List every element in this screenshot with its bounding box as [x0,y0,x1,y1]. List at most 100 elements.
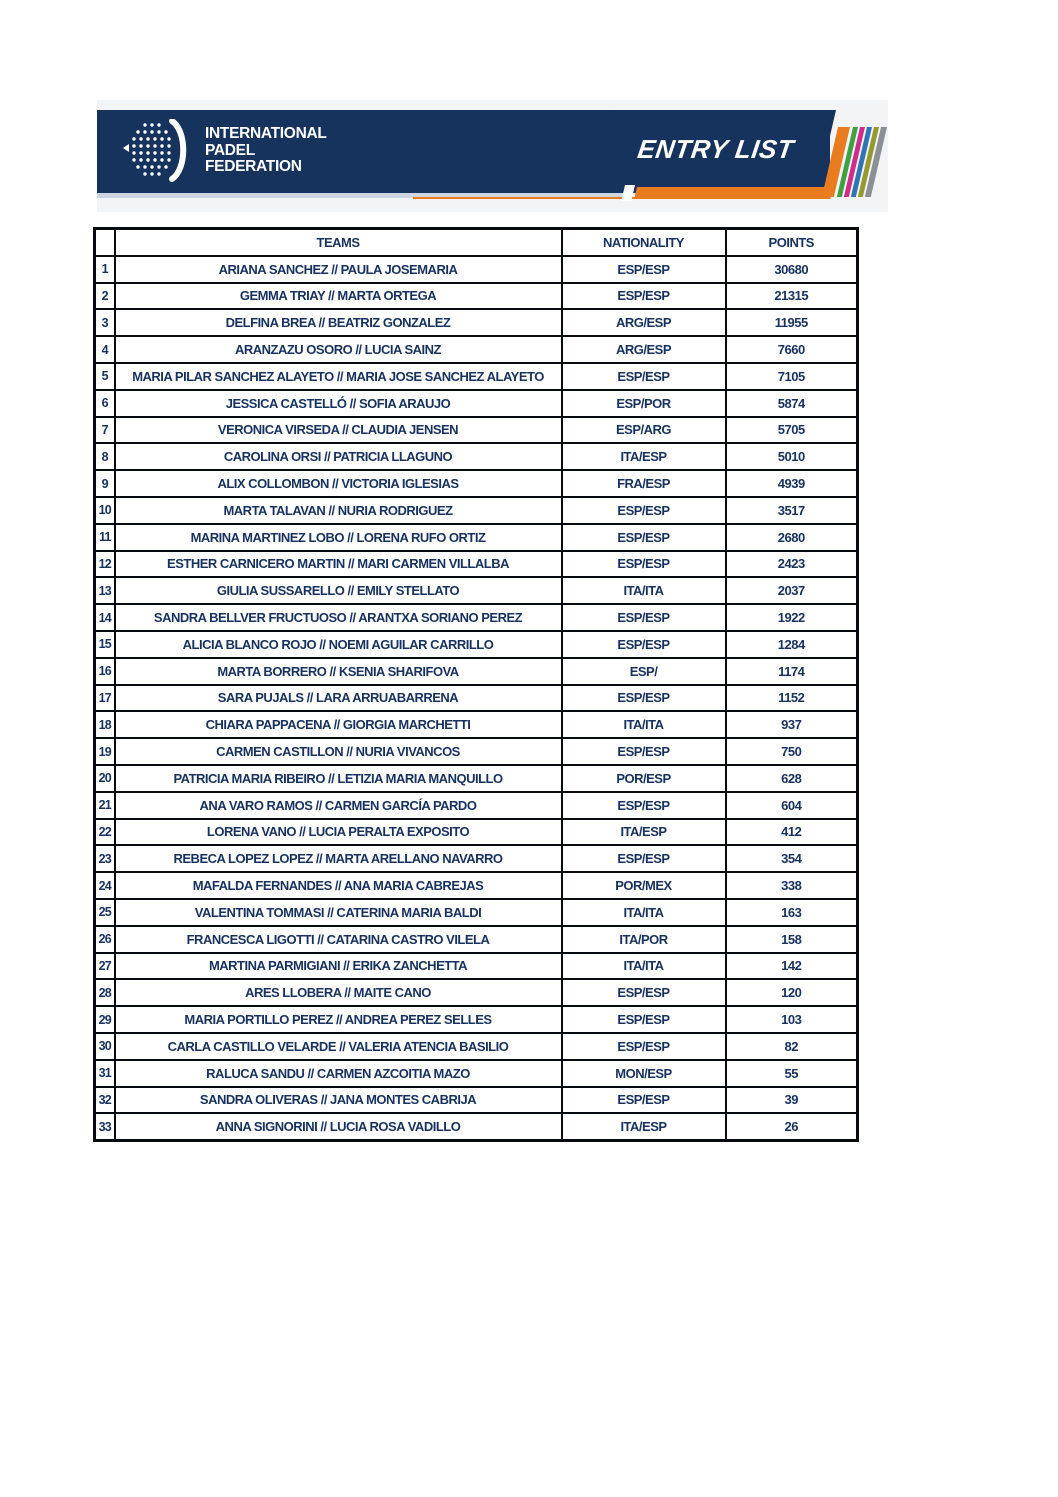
entry-list-title: ENTRY LIST [636,133,797,164]
nationality-cell: ESP/ESP [560,281,727,311]
table-row: 2 GEMMA TRIAY // MARTA ORTEGA ESP/ESP 21… [93,281,859,311]
rank-cell: 13 [93,576,116,606]
table-row: 13 GIULIA SUSSARELLO // EMILY STELLATO I… [93,576,859,606]
table-row: 17 SARA PUJALS // LARA ARRUABARRENA ESP/… [93,683,859,713]
team-cell: ESTHER CARNICERO MARTIN // MARI CARMEN V… [113,549,563,579]
rank-cell: 33 [93,1112,116,1142]
teams-column-header: TEAMS [113,227,563,257]
points-cell: 1174 [724,656,859,686]
points-column-header: POINTS [724,227,859,257]
table-row: 20 PATRICIA MARIA RIBEIRO // LETIZIA MAR… [93,763,859,793]
points-cell: 120 [724,978,859,1008]
rank-cell: 30 [93,1031,116,1061]
rank-cell: 32 [93,1085,116,1115]
points-cell: 412 [724,817,859,847]
nationality-cell: ESP/ESP [560,522,727,552]
table-row: 8 CAROLINA ORSI // PATRICIA LLAGUNO ITA/… [93,442,859,472]
table-row: 4 ARANZAZU OSORO // LUCIA SAINZ ARG/ESP … [93,335,859,364]
table-row: 5 MARIA PILAR SANCHEZ ALAYETO // MARIA J… [93,361,859,391]
team-cell: SANDRA BELLVER FRUCTUOSO // ARANTXA SORI… [113,603,563,632]
nationality-cell: ESP/ESP [560,978,727,1008]
points-cell: 937 [724,710,859,740]
team-cell: ARES LLOBERA // MAITE CANO [113,978,563,1008]
decor-orange-line [413,197,748,199]
decor-lightblue-strip [97,193,632,198]
points-cell: 1152 [724,683,859,713]
team-cell: FRANCESCA LIGOTTI // CATARINA CASTRO VIL… [113,924,563,954]
table-row: 26 FRANCESCA LIGOTTI // CATARINA CASTRO … [93,924,859,954]
nationality-cell: ESP/ESP [560,1031,727,1061]
team-cell: CAROLINA ORSI // PATRICIA LLAGUNO [113,442,563,472]
rank-cell: 3 [93,308,116,338]
nationality-cell: POR/ESP [560,763,727,793]
table-row: 18 CHIARA PAPPACENA // GIORGIA MARCHETTI… [93,710,859,740]
rank-cell: 22 [93,817,116,847]
nationality-cell: ESP/ESP [560,790,727,820]
nationality-cell: ESP/ESP [560,683,727,713]
team-cell: ANNA SIGNORINI // LUCIA ROSA VADILLO [113,1112,563,1142]
points-cell: 163 [724,897,859,927]
decor-orange-bar [634,187,833,199]
nationality-cell: ESP/ESP [560,629,727,659]
logo-text: International Padel Federation [205,125,327,176]
nationality-cell: POR/MEX [560,871,727,900]
points-cell: 103 [724,1005,859,1034]
table-row: 32 SANDRA OLIVERAS // JANA MONTES CABRIJ… [93,1085,859,1115]
entry-list-banner: ENTRY LIST [595,110,836,188]
rank-column-header [93,227,116,257]
ipf-logo: International Padel Federation [122,119,327,183]
team-cell: ARANZAZU OSORO // LUCIA SAINZ [113,335,563,364]
rank-cell: 17 [93,683,116,713]
rank-cell: 18 [93,710,116,740]
rank-cell: 24 [93,871,116,900]
nationality-cell: ESP/ESP [560,495,727,525]
nationality-cell: ITA/ESP [560,442,727,472]
team-cell: CHIARA PAPPACENA // GIORGIA MARCHETTI [113,710,563,740]
team-cell: JESSICA CASTELLÓ // SOFIA ARAUJO [113,388,563,418]
rank-cell: 27 [93,951,116,981]
points-cell: 2037 [724,576,859,606]
nationality-cell: ITA/ESP [560,1112,727,1142]
rank-cell: 14 [93,603,116,632]
team-cell: ANA VARO RAMOS // CARMEN GARCÍA PARDO [113,790,563,820]
table-row: 10 MARTA TALAVAN // NURIA RODRIGUEZ ESP/… [93,495,859,525]
nationality-cell: ESP/POR [560,388,727,418]
team-cell: GEMMA TRIAY // MARTA ORTEGA [113,281,563,311]
table-row: 16 MARTA BORRERO // KSENIA SHARIFOVA ESP… [93,656,859,686]
points-cell: 11955 [724,308,859,338]
nationality-cell: ARG/ESP [560,335,727,364]
logo-line3: Federation [205,158,302,176]
points-cell: 21315 [724,281,859,311]
points-cell: 142 [724,951,859,981]
team-cell: VALENTINA TOMMASI // CATERINA MARIA BALD… [113,897,563,927]
points-cell: 7105 [724,361,859,391]
rank-cell: 11 [93,522,116,552]
nationality-cell: ARG/ESP [560,308,727,338]
nationality-cell: ITA/ITA [560,576,727,606]
team-cell: MARTA TALAVAN // NURIA RODRIGUEZ [113,495,563,525]
rank-cell: 10 [93,495,116,525]
points-cell: 1284 [724,629,859,659]
team-cell: DELFINA BREA // BEATRIZ GONZALEZ [113,308,563,338]
rank-cell: 31 [93,1058,116,1088]
table-row: 22 LORENA VANO // LUCIA PERALTA EXPOSITO… [93,817,859,847]
nationality-cell: ITA/POR [560,924,727,954]
rank-cell: 28 [93,978,116,1008]
team-cell: RALUCA SANDU // CARMEN AZCOITIA MAZO [113,1058,563,1088]
nationality-cell: ITA/ESP [560,817,727,847]
points-cell: 3517 [724,495,859,525]
rank-cell: 12 [93,549,116,579]
points-cell: 750 [724,737,859,766]
table-row: 21 ANA VARO RAMOS // CARMEN GARCÍA PARDO… [93,790,859,820]
team-cell: SANDRA OLIVERAS // JANA MONTES CABRIJA [113,1085,563,1115]
header-banner: ENTRY LIST [97,100,888,212]
table-row: 23 REBECA LOPEZ LOPEZ // MARTA ARELLANO … [93,844,859,874]
table-row: 14 SANDRA BELLVER FRUCTUOSO // ARANTXA S… [93,603,859,632]
rank-cell: 8 [93,442,116,472]
points-cell: 26 [724,1112,859,1142]
points-cell: 2423 [724,549,859,579]
team-cell: REBECA LOPEZ LOPEZ // MARTA ARELLANO NAV… [113,844,563,874]
points-cell: 604 [724,790,859,820]
table-row: 24 MAFALDA FERNANDES // ANA MARIA CABREJ… [93,871,859,900]
rank-cell: 2 [93,281,116,311]
